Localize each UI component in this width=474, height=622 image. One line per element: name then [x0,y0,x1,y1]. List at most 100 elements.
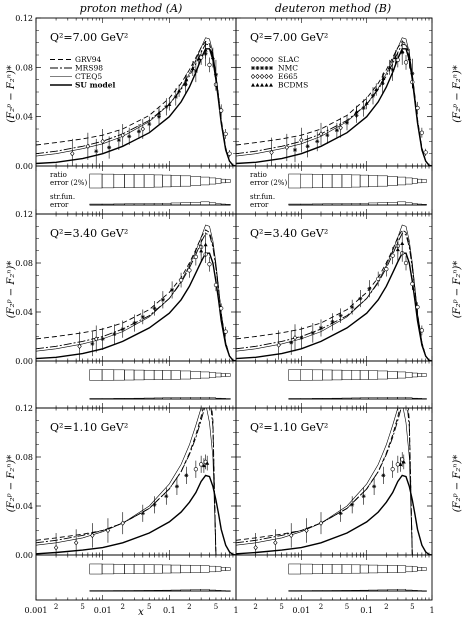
marker-nmc-d2 [141,315,145,319]
ratio-error-bin [417,178,423,184]
ratio-error-bin [322,564,333,574]
marker-nmc-d2 [371,93,375,98]
marker-bcdms [210,55,215,60]
marker-nmc-d2 [305,144,310,148]
ratio-error-bin [124,369,135,381]
ratio-error-bin [312,174,323,188]
marker-nmc-d2 [311,331,315,335]
y-tick-label: 0.00 [15,357,33,366]
ratio-error-bin [215,178,222,184]
marker-nmc-d2 [260,66,264,70]
marker-bcdms [203,48,208,52]
x-minor-label: 5 [214,603,218,611]
y-tick-label: 0.12 [15,14,33,23]
marker-bcdms [157,110,162,115]
ratio-error-bin [341,564,353,574]
column-header-deuteron: deuteron method (B) [275,2,391,15]
y-axis-label: (F₂ᵖ − F₂ⁿ)* [6,455,17,513]
ratio-error-bin [180,370,191,380]
ratio-error-bin [225,567,231,571]
curve-cteq5 [236,224,432,361]
q2-label: Q²=7.00 GeV² [250,31,328,44]
ratio-error-bin [331,369,343,381]
q2-label: Q²=3.40 GeV² [50,227,128,240]
marker-bcdms [177,88,182,93]
marker-nmc-d2 [255,66,260,70]
ratio-error-bin [153,370,163,380]
marker-e665 [292,335,298,341]
marker-bcdms [269,83,273,87]
marker-e665 [299,137,304,143]
marker-e665 [250,73,256,80]
marker-nmc-d2 [251,66,255,70]
ratio-error-bin [417,567,423,571]
x-tick-label: 1 [429,606,434,615]
y-tick-label: 0.12 [15,404,33,413]
marker-slac [213,282,219,288]
panel-row3-B: (F₂ᵖ − F₂ⁿ)* Q²=1.10 GeV² 0.01 0.1 1 2 5 2 5 2 5 [235,407,463,615]
ratio-error-bin [387,176,398,186]
ratio-error-bin [368,564,379,574]
ratio-error-bin [190,565,201,573]
legend-text: NMC [278,64,298,73]
marker-nmc-d2 [338,313,343,318]
marker-bcdms [393,55,398,60]
marker-slac [419,328,424,333]
marker-slac [219,306,224,311]
curve-su-model [36,474,236,555]
curves [236,37,432,166]
marker-nmc-d2 [350,305,354,309]
ratio-error-bin [170,175,181,187]
curve-cteq5 [236,37,432,166]
ratio-error-bin [359,174,369,188]
ratio-error-bin [405,177,413,185]
ratio-error-bin [180,564,191,574]
marker-bcdms [400,49,405,53]
curve-su-model [36,48,236,166]
marker-bcdms [354,109,359,114]
marker-slac [268,57,274,62]
ratio-error-bin [143,174,155,188]
ratio-error-bin [220,567,226,571]
curve-grv94 [36,40,236,166]
marker-nmc-d2 [330,320,335,324]
ratio-error-bin [208,565,217,573]
y-axis-label-right: (F₂ᵖ − F₂ⁿ)* [452,261,463,319]
marker-nmc-d2 [269,66,273,70]
marker-e665 [318,520,324,526]
marker-bcdms [167,102,172,106]
x-tick-label: 0.1 [163,606,176,615]
marker-bcdms [205,461,210,465]
curves [236,408,432,555]
legend-text: CTEQ5 [75,72,102,81]
marker-slac [410,281,415,286]
strfun-label-2: error [50,201,69,209]
marker-bcdms [184,77,189,82]
error-frame [35,554,237,601]
ratio-error-bin [312,369,323,381]
q2-label: Q²=1.10 GeV² [250,421,328,434]
marker-nmc-d2 [164,494,168,498]
ratio-error-bin [124,174,135,188]
curves [36,408,236,555]
ratio-error-bin [133,564,145,574]
error-frame [235,554,433,601]
marker-bcdms [199,248,204,253]
marker-e665 [318,131,324,137]
ratio-error-bin [288,173,302,189]
ratio-error-bin [153,564,163,574]
column-header-proton: proton method (A) [80,2,183,15]
marker-nmc-d2 [117,138,121,142]
curve-grv94 [36,229,236,361]
x-minor-label: 2 [54,603,58,611]
strfun-error-bin [200,201,210,206]
plot-grid: 0.000.040.080.12(F₂ᵖ − F₂ⁿ)*Q²=7.00 GeV²… [6,14,463,615]
x-tick-label: 0.1 [360,606,373,615]
marker-bcdms [407,56,412,61]
ratio-error-bin [411,566,418,572]
marker-slac [223,329,228,334]
marker-nmc-d2 [264,66,269,70]
marker-e665 [304,527,309,534]
marker-bcdms [400,241,405,245]
ratio-error-bin [190,176,201,186]
